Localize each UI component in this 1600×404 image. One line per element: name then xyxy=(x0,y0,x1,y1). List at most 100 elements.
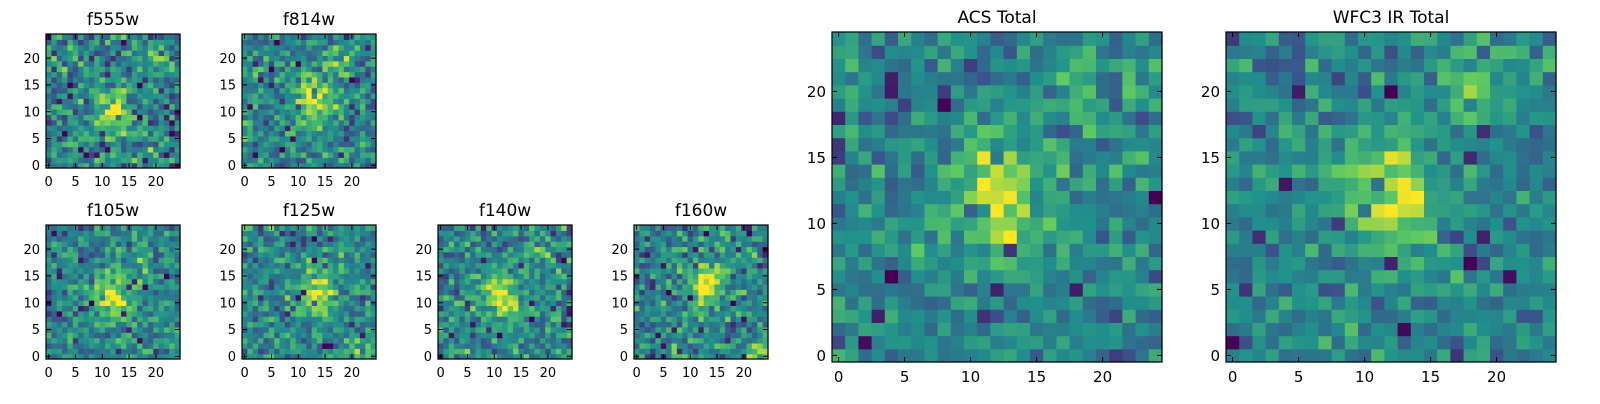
heatmap-pixel xyxy=(911,256,925,270)
heatmap-pixel xyxy=(492,257,498,263)
heatmap-pixel xyxy=(1030,322,1044,336)
heatmap-pixel xyxy=(142,343,148,349)
heatmap-pixel xyxy=(1437,204,1451,218)
heatmap-pixel xyxy=(306,246,312,252)
heatmap-pixel xyxy=(1516,270,1530,284)
heatmap-pixel xyxy=(924,349,938,363)
heatmap-pixel xyxy=(709,295,715,301)
heatmap-pixel xyxy=(529,252,535,258)
heatmap-pixel xyxy=(290,295,296,301)
heatmap-pixel xyxy=(94,225,100,231)
heatmap-pixel xyxy=(951,151,965,165)
heatmap-pixel xyxy=(306,50,312,56)
heatmap-pixel xyxy=(661,284,667,290)
heatmap-pixel xyxy=(344,120,350,126)
heatmap-pixel xyxy=(1332,164,1346,178)
heatmap-pixel xyxy=(344,284,350,290)
heatmap-pixel xyxy=(242,61,248,67)
heatmap-pixel xyxy=(845,230,859,244)
heatmap-pixel xyxy=(301,72,307,78)
heatmap-pixel xyxy=(153,55,159,61)
heatmap-pixel xyxy=(258,252,264,258)
heatmap-pixel xyxy=(1345,283,1359,297)
heatmap-pixel xyxy=(328,289,334,295)
heatmap-pixel xyxy=(1371,270,1385,284)
heatmap-pixel xyxy=(698,225,704,231)
heatmap-pixel xyxy=(1109,124,1123,138)
heatmap-pixel xyxy=(285,120,291,126)
heatmap-pixel xyxy=(645,268,651,274)
heatmap-pixel xyxy=(247,311,253,317)
heatmap-pixel xyxy=(518,273,524,279)
heatmap-pixel xyxy=(545,268,551,274)
heatmap-pixel xyxy=(704,241,710,247)
heatmap-pixel xyxy=(1371,151,1385,165)
heatmap-pixel xyxy=(263,109,269,115)
heatmap-pixel xyxy=(518,241,524,247)
heatmap-pixel xyxy=(301,61,307,67)
heatmap-pixel xyxy=(1358,322,1372,336)
heatmap-pixel xyxy=(529,321,535,327)
heatmap-pixel xyxy=(1398,230,1412,244)
heatmap-pixel xyxy=(1070,58,1084,72)
heatmap-pixel xyxy=(84,98,90,104)
heatmap-pixel xyxy=(752,225,758,231)
heatmap-pixel xyxy=(1004,124,1018,138)
heatmap-pixel xyxy=(645,279,651,285)
heatmap-pixel xyxy=(137,225,143,231)
heatmap-pixel xyxy=(328,130,334,136)
heatmap-pixel xyxy=(247,82,253,88)
heatmap-pixel xyxy=(561,230,567,236)
heatmap-pixel xyxy=(73,316,79,322)
heatmap-pixel xyxy=(639,327,645,333)
heatmap-pixel xyxy=(486,273,492,279)
heatmap-pixel xyxy=(502,343,508,349)
heatmap-pixel xyxy=(164,268,170,274)
heatmap-pixel xyxy=(682,279,688,285)
heatmap-pixel xyxy=(317,279,323,285)
heatmap-pixel xyxy=(545,327,551,333)
heatmap-pixel xyxy=(89,55,95,61)
heatmap-pixel xyxy=(1030,164,1044,178)
heatmap-pixel xyxy=(322,316,328,322)
heatmap-pixel xyxy=(306,82,312,88)
heatmap-pixel xyxy=(725,311,731,317)
heatmap-pixel xyxy=(105,300,111,306)
heatmap-pixel xyxy=(730,225,736,231)
heatmap-pixel xyxy=(1279,283,1293,297)
heatmap-pixel xyxy=(1516,164,1530,178)
heatmap-pixel xyxy=(497,305,503,311)
heatmap-pixel xyxy=(296,295,302,301)
heatmap-pixel xyxy=(365,332,371,338)
heatmap-pixel xyxy=(269,66,275,72)
heatmap-pixel xyxy=(253,147,259,153)
heatmap-pixel xyxy=(534,241,540,247)
heatmap-pixel xyxy=(296,120,302,126)
heatmap-pixel xyxy=(105,263,111,269)
heatmap-pixel xyxy=(650,343,656,349)
heatmap-pixel xyxy=(355,343,361,349)
heatmap-pixel xyxy=(121,55,127,61)
heatmap-pixel xyxy=(639,230,645,236)
heatmap-pixel xyxy=(1384,309,1398,323)
heatmap-pixel xyxy=(153,289,159,295)
heatmap-pixel xyxy=(1266,217,1280,231)
heatmap-pixel xyxy=(476,300,482,306)
heatmap-pixel xyxy=(486,246,492,252)
heatmap-pixel xyxy=(990,230,1004,244)
heatmap-pixel xyxy=(497,295,503,301)
heatmap-pixel xyxy=(110,77,116,83)
heatmap-pixel xyxy=(89,300,95,306)
heatmap-pixel xyxy=(365,34,371,40)
heatmap-pixel xyxy=(1530,309,1544,323)
heatmap-pixel xyxy=(333,311,339,317)
heatmap-pixel xyxy=(312,327,318,333)
heatmap-pixel xyxy=(94,50,100,56)
heatmap-pixel xyxy=(470,236,476,242)
heatmap-pixel xyxy=(263,114,269,120)
heatmap-pixel xyxy=(741,273,747,279)
heatmap-pixel xyxy=(1070,309,1084,323)
heatmap-pixel xyxy=(449,327,455,333)
heatmap-pixel xyxy=(1149,111,1163,125)
